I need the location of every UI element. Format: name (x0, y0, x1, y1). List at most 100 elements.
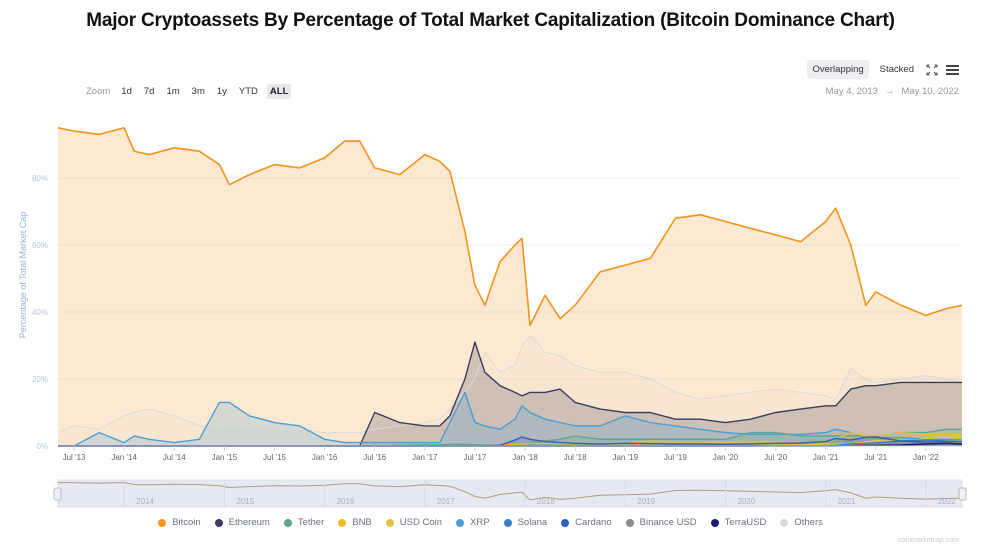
overlapping-toggle[interactable]: Overlapping (807, 60, 869, 79)
legend-dot-icon (283, 518, 292, 527)
navigator-year-label: 2017 (437, 497, 455, 506)
x-tick-label: Jul '19 (664, 453, 687, 462)
x-tick-label: Jul '13 (63, 453, 86, 462)
x-tick-label: Jan '19 (612, 453, 638, 462)
zoom-range-selector: Zoom 1d 7d 1m 3m 1y YTD ALL (86, 84, 292, 99)
date-range-arrow: → (884, 86, 895, 97)
hamburger-menu-glyph (945, 64, 959, 75)
legend-dot-icon (561, 518, 570, 527)
x-tick-label: Jan '21 (813, 453, 839, 462)
date-range-to[interactable]: May 10, 2022 (901, 86, 959, 97)
legend-label: BNB (352, 517, 372, 528)
area-ethereum (58, 342, 962, 446)
navigator-right-handle[interactable] (958, 487, 967, 501)
legend-label: Tether (297, 517, 325, 528)
y-tick-label: 20% (32, 375, 48, 384)
legend-item-bitcoin[interactable]: Bitcoin (158, 517, 201, 528)
y-tick-label: 60% (32, 241, 48, 250)
date-range-display: May 4, 2013 → May 10, 2022 (826, 86, 959, 97)
legend-dot-icon (456, 518, 465, 527)
y-tick-label: 0% (36, 442, 48, 451)
expand-icon[interactable] (925, 63, 939, 77)
zoom-ytd-button[interactable]: YTD (238, 86, 258, 97)
zoom-label: Zoom (86, 86, 111, 97)
x-tick-label: Jan '14 (111, 453, 137, 462)
credits-link[interactable]: coinmarketcap.com (898, 537, 959, 544)
x-tick-label: Jul '14 (163, 453, 186, 462)
zoom-3m-button[interactable]: 3m (191, 86, 205, 97)
legend-dot-icon (503, 518, 512, 527)
x-tick-label: Jul '16 (363, 453, 386, 462)
zoom-all-button[interactable]: ALL (266, 84, 292, 99)
navigator-year-label: 2022 (938, 497, 956, 506)
x-tick-label: Jul '21 (864, 453, 887, 462)
navigator: 2014 2015 2016 2017 2018 2019 2020 2021 2022 (53, 479, 967, 508)
legend-item-xrp[interactable]: XRP (456, 517, 490, 528)
legend-label: Cardano (575, 517, 612, 528)
y-tick-label: 40% (32, 308, 48, 317)
legend-dot-icon (625, 518, 634, 527)
legend-label: Solana (517, 517, 548, 528)
legend-dot-icon (710, 518, 719, 527)
legend-label: Binance USD (639, 517, 697, 528)
chart-toolbar: Overlapping Stacked (807, 60, 959, 79)
legend-item-cardano[interactable]: Cardano (561, 517, 612, 528)
navigator-year-label: 2021 (838, 497, 856, 506)
legend-label: Others (794, 517, 823, 528)
legend-dot-icon (158, 518, 167, 527)
legend-dot-icon (780, 518, 789, 527)
legend-label: Bitcoin (172, 517, 201, 528)
legend-label: USD Coin (399, 517, 443, 528)
hamburger-menu-icon[interactable] (945, 63, 959, 77)
legend-item-ethereum[interactable]: Ethereum (214, 517, 270, 528)
chart-title: Major Cryptoassets By Percentage of Tota… (86, 10, 895, 31)
navigator-year-label: 2016 (337, 497, 355, 506)
navigator-year-label: 2014 (136, 497, 154, 506)
series-areas (58, 127, 962, 447)
area-xrp (58, 392, 962, 446)
x-tick-label: Jul '17 (463, 453, 486, 462)
zoom-1d-button[interactable]: 1d (121, 86, 132, 97)
x-tick-label: Jan '16 (312, 453, 338, 462)
legend-item-terrausd[interactable]: TerraUSD (710, 517, 767, 528)
legend-item-tether[interactable]: Tether (283, 517, 325, 528)
x-tick-label: Jul '20 (764, 453, 787, 462)
legend-item-solana[interactable]: Solana (503, 517, 548, 528)
stacked-toggle[interactable]: Stacked (879, 64, 914, 75)
x-tick-label: Jul '15 (263, 453, 286, 462)
x-tick-label: Jan '17 (412, 453, 438, 462)
legend-label: TerraUSD (724, 517, 767, 528)
legend-item-bnb[interactable]: BNB (338, 517, 372, 528)
x-tick-label: Jan '15 (212, 453, 238, 462)
zoom-1y-button[interactable]: 1y (216, 86, 227, 97)
x-tick-label: Jan '18 (512, 453, 538, 462)
expand-icon-glyph (926, 63, 938, 76)
y-axis: 0% 20% 40% 60% 80% (32, 174, 48, 451)
x-tick-label: Jul '18 (564, 453, 587, 462)
date-range-from[interactable]: May 4, 2013 (825, 86, 878, 97)
x-tick-label: Jan '20 (713, 453, 739, 462)
legend-item-others[interactable]: Others (780, 517, 823, 528)
navigator-year-label: 2020 (737, 497, 755, 506)
legend-dot-icon (385, 518, 394, 527)
y-axis-title: Percentage of Total Market Cap (18, 212, 28, 338)
navigator-year-label: 2018 (537, 497, 555, 506)
x-axis: Jul '13 Jan '14 Jul '14 Jan '15 Jul '15 Jan '… (58, 445, 962, 462)
area-bnb (58, 432, 962, 446)
navigator-left-handle[interactable] (53, 487, 62, 501)
navigator-year-label: 2019 (637, 497, 655, 506)
x-tick-label: Jan '22 (913, 453, 939, 462)
area-bitcoin (58, 127, 962, 447)
legend-label: XRP (470, 517, 490, 528)
legend-dot-icon (338, 518, 347, 527)
chart-legend: Bitcoin Ethereum Tether BNB USD Coin XRP Solan… (0, 517, 981, 528)
y-tick-label: 80% (32, 174, 48, 183)
legend-label: Ethereum (228, 517, 270, 528)
legend-dot-icon (214, 518, 223, 527)
navigator-year-label: 2015 (236, 497, 254, 506)
legend-item-binance-usd[interactable]: Binance USD (625, 517, 697, 528)
zoom-7d-button[interactable]: 7d (143, 86, 155, 97)
legend-item-usd-coin[interactable]: USD Coin (385, 517, 443, 528)
zoom-1m-button[interactable]: 1m (166, 86, 180, 97)
